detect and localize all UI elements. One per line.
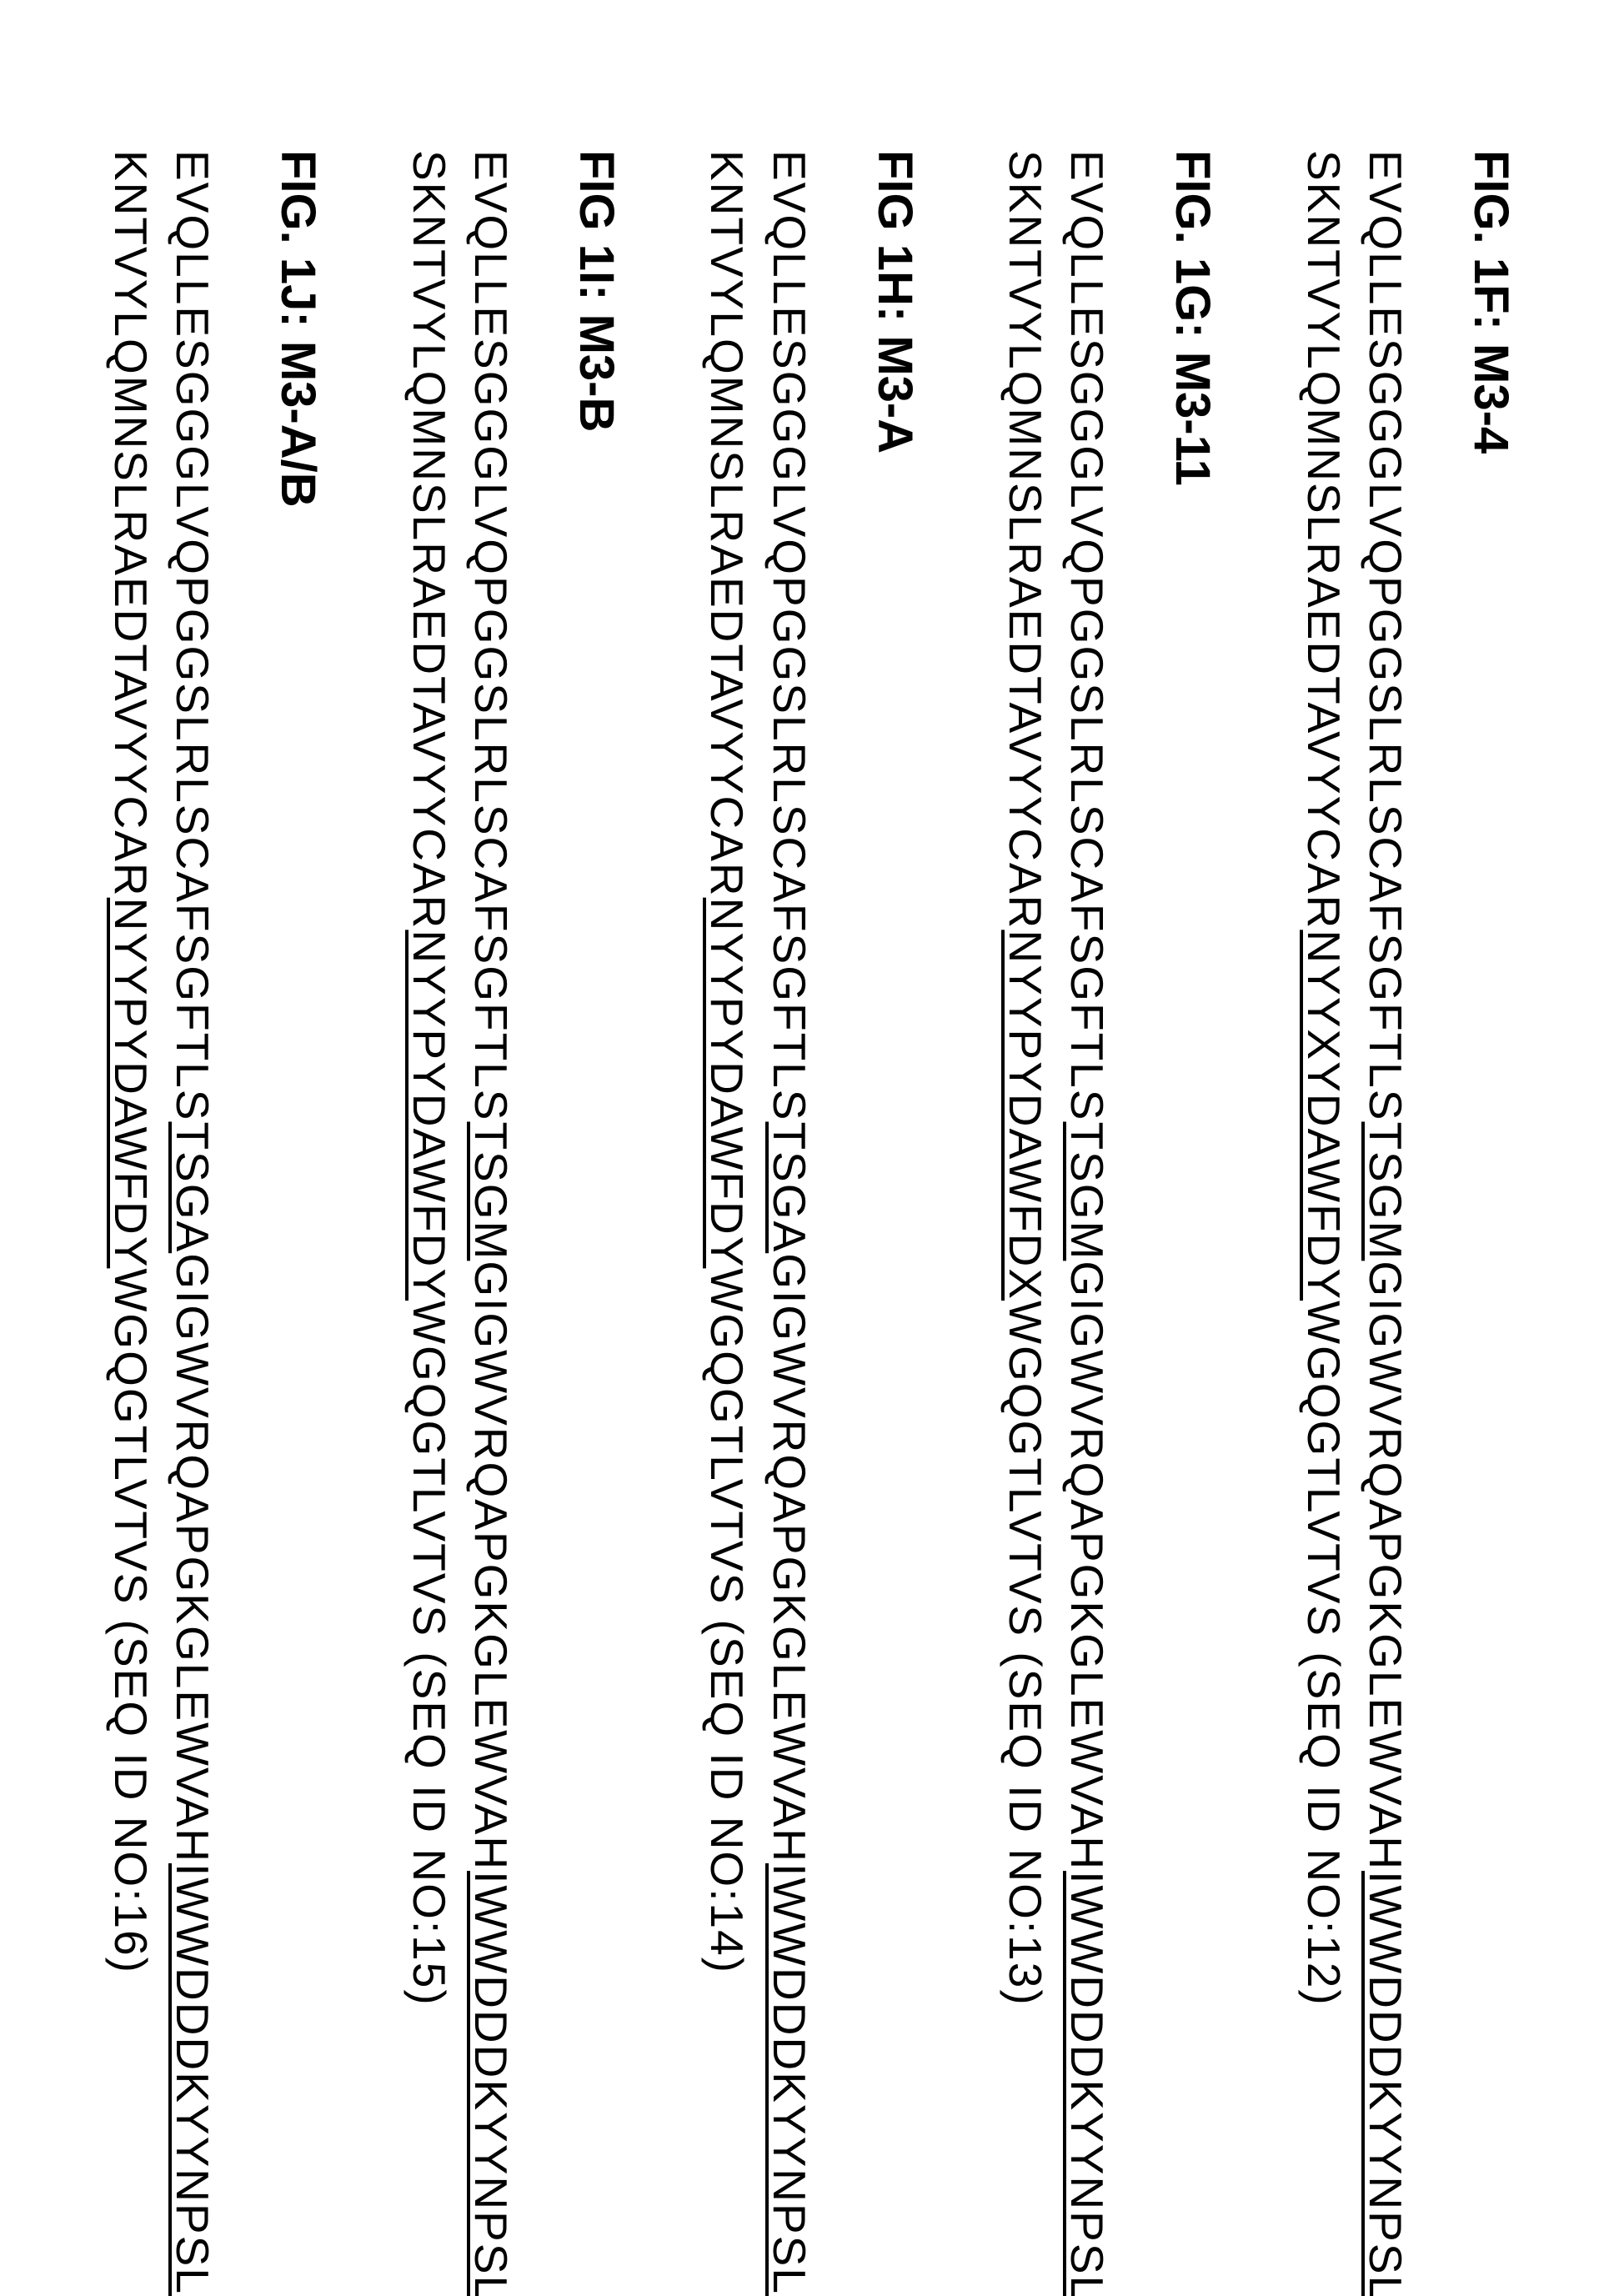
sequence-segment: KNTVYLQMNSLRAEDTAVYYCAR bbox=[105, 150, 157, 898]
sequence-segment: GIGWVRQAPGKGLEWVAH bbox=[465, 1261, 517, 1871]
sequence-line-1: EVQLLESGGGLVQPGGSLRLSCAFSGFTLSTSGMGIGWVR… bbox=[460, 150, 522, 2179]
sequence-segment: EVQLLESGGGLVQPGGSLRLSCAFSGFTLS bbox=[465, 150, 517, 1121]
sequence-line-2: KNTVYLQMNSLRAEDTAVYYCARNYYPYDAWFDYWGQGTL… bbox=[100, 150, 162, 2179]
sequence-segment: EVQLLESGGGLVQPGGSLRLSCAFSGFTLS bbox=[764, 150, 815, 1121]
sequence-segment-underlined: NYYPYDAWFDX bbox=[1000, 930, 1051, 1301]
sequence-segment: WGQGTLVTVS (SEQ ID NO:13) bbox=[1000, 1301, 1051, 2007]
sequence-segment-underlined: IWWDDDKYYNPSLKS bbox=[764, 1863, 815, 2296]
sequence-segment: WGQGTLVTVS (SEQ ID NO:15) bbox=[403, 1301, 455, 2007]
figure-prefix: FIG. 1J: bbox=[272, 150, 326, 341]
sequence-segment: EVQLLESGGGLVQPGGSLRLSCAFSGFTLS bbox=[168, 150, 219, 1121]
sequence-segment: WGQGTLVTVS (SEQ ID NO:16) bbox=[105, 1268, 157, 1974]
figure-name: M3-A/B bbox=[272, 341, 326, 508]
sequence-segment-underlined: NYYPYDAWFDY bbox=[702, 898, 754, 1269]
figure-name: M3-A bbox=[868, 335, 922, 454]
figure-1f: FIG. 1F: M3-4 EVQLLESGGGLVQPGGSLRLSCAFSG… bbox=[1293, 150, 1520, 2179]
sequence-segment: EVQLLESGGGLVQPGGSLRLSCAFSGFTLS bbox=[1360, 150, 1411, 1121]
sequence-line-2: SKNTVYLQMNSLRAEDTAVYYCARNYYPYDAWFDYWGQGT… bbox=[398, 150, 460, 2179]
sequence-segment-underlined: TSGA bbox=[764, 1121, 815, 1253]
figure-label: FIG. 1G: M3-11 bbox=[1165, 150, 1221, 2179]
sequence-segment-underlined: NYYXYDAWFDY bbox=[1298, 930, 1350, 1301]
figure-prefix: FIG. 1G: bbox=[1165, 150, 1220, 352]
sequence-segment: WGQGTLVTVS (SEQ ID NO:14) bbox=[702, 1268, 754, 1974]
figure-label: FIG. 1J: M3-A/B bbox=[271, 150, 327, 2179]
sequence-segment-underlined: IWWDDDKYYNPSLKS bbox=[1360, 1871, 1411, 2296]
sequence-segment-underlined: IWWDDDKYYNPSLKS bbox=[1061, 1871, 1113, 2296]
sequence-segment-underlined: TSGA bbox=[168, 1121, 219, 1253]
sequence-line-1: EVQLLESGGGLVQPGGSLRLSCAFSGFTLSTSGMGIGWVR… bbox=[1355, 150, 1416, 2179]
figure-label: FIG 1H: M3-A bbox=[867, 150, 923, 2179]
sequence-segment: SKNTVYLQMNSLRAEDTAVYYCAR bbox=[403, 150, 455, 930]
sequence-line-2: SKNTVYLQMNSLRAEDTAVYYCARNYYXYDAWFDYWGQGT… bbox=[1293, 150, 1355, 2179]
sequence-segment: KNTVYLQMNSLRAEDTAVYYCAR bbox=[702, 150, 754, 898]
sequence-line-1: EVQLLESGGGLVQPGGSLRLSCAFSGFTLSTSGMGIGWVR… bbox=[1056, 150, 1118, 2179]
figure-prefix: FIG 1I: bbox=[569, 150, 624, 314]
sequence-segment-underlined: IWWDDDKYYNPSLKA bbox=[168, 1863, 219, 2296]
sequence-segment: GIGWVRQAPGKGLEWVAH bbox=[1061, 1261, 1113, 1871]
figure-label: FIG 1I: M3-B bbox=[569, 150, 624, 2179]
figure-1i: FIG 1I: M3-B EVQLLESGGGLVQPGGSLRLSCAFSGF… bbox=[398, 150, 625, 2179]
sequence-segment-underlined: NYYPYDAWFDY bbox=[403, 930, 455, 1301]
figure-1h: FIG 1H: M3-A EVQLLESGGGLVQPGGSLRLSCAFSGF… bbox=[696, 150, 923, 2179]
sequence-segment-underlined: IWWDDDKYYNPSLKA bbox=[465, 1871, 517, 2296]
sequence-segment-underlined: TSGM bbox=[465, 1121, 517, 1261]
sequence-segment: GIGWVRQAPGKGLEWVAH bbox=[1360, 1261, 1411, 1871]
sequence-line-2: KNTVYLQMNSLRAEDTAVYYCARNYYPYDAWFDYWGQGTL… bbox=[696, 150, 758, 2179]
figure-prefix: FIG 1H: bbox=[868, 150, 922, 335]
sequence-segment: WGQGTLVTVS (SEQ ID NO:12) bbox=[1298, 1301, 1350, 2007]
sequence-segment: GIGWVRQAPGKGLEWVAH bbox=[764, 1253, 815, 1863]
sequence-segment-underlined: TSGM bbox=[1061, 1121, 1113, 1261]
sequence-line-1: EVQLLESGGGLVQPGGSLRLSCAFSGFTLSTSGAGIGWVR… bbox=[759, 150, 820, 2179]
sequence-line-2: SKNTVYLQMNSLRAEDTAVYYCARNYYPYDAWFDXWGQGT… bbox=[995, 150, 1056, 2179]
figure-1j: FIG. 1J: M3-A/B EVQLLESGGGLVQPGGSLRLSCAF… bbox=[100, 150, 327, 2179]
figure-name: M3-4 bbox=[1464, 343, 1518, 454]
figure-name: M3-11 bbox=[1165, 352, 1220, 486]
sequence-segment: SKNTVYLQMNSLRAEDTAVYYCAR bbox=[1000, 150, 1051, 930]
sequence-segment: GIGWVRQAPGKGLEWVAH bbox=[168, 1253, 219, 1863]
sequence-segment: SKNTVYLQMNSLRAEDTAVYYCAR bbox=[1298, 150, 1350, 930]
sequence-segment-underlined: NYYPYDAWFDY bbox=[105, 898, 157, 1269]
sequence-line-1: EVQLLESGGGLVQPGGSLRLSCAFSGFTLSTSGAGIGWVR… bbox=[162, 150, 223, 2179]
figure-label: FIG. 1F: M3-4 bbox=[1463, 150, 1519, 2179]
sequence-segment-underlined: TSGM bbox=[1360, 1121, 1411, 1261]
figure-1g: FIG. 1G: M3-11 EVQLLESGGGLVQPGGSLRLSCAFS… bbox=[995, 150, 1221, 2179]
figure-prefix: FIG. 1F: bbox=[1464, 150, 1518, 343]
sequence-segment: EVQLLESGGGLVQPGGSLRLSCAFSGFTLS bbox=[1061, 150, 1113, 1121]
figure-name: M3-B bbox=[569, 314, 624, 433]
